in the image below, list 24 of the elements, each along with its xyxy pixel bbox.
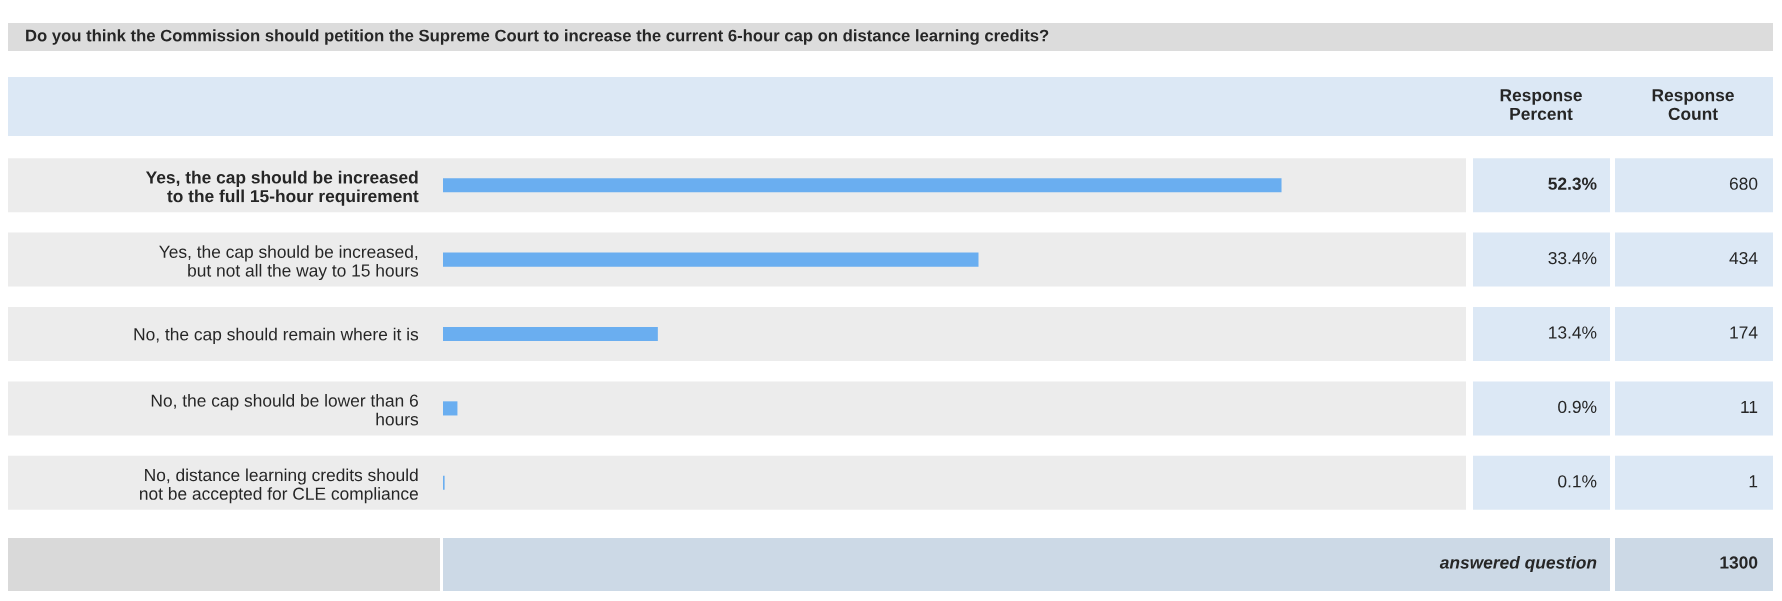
data-label: 13.4% — [1549, 326, 1597, 339]
y-tick-label: No, the cap should be lower than 6 hours — [151, 394, 419, 426]
bar — [443, 178, 1282, 193]
text: answered question — [1439, 555, 1597, 573]
data-label: 52.3% — [1548, 177, 1597, 190]
y-tick-label: No, distance learning credits should not be accepted for CLE compliance — [139, 468, 418, 504]
data-label: 33.4% — [1548, 251, 1597, 265]
y-tick-label: No, the cap should remain where it is — [134, 327, 419, 344]
text: 174 — [1730, 326, 1758, 339]
text: 1300 — [1720, 556, 1758, 569]
data-label: 0.9% — [1558, 400, 1597, 414]
text: Response Count — [1652, 89, 1734, 121]
bar — [443, 326, 658, 342]
text: 434 — [1729, 251, 1758, 265]
text: Response Percent — [1500, 89, 1582, 121]
data-label: 0.1% — [1558, 475, 1597, 488]
bar — [443, 401, 458, 416]
chart-title: Do you think the Commission should petition the Supreme Court to increase the current 6-hour cap on distance learning credits? — [26, 29, 1049, 45]
y-tick-label: Yes, the cap should be increased to the full 15-hour requirement — [145, 170, 419, 206]
text: 1 — [1749, 475, 1758, 488]
text: 11 — [1741, 400, 1758, 413]
bar — [443, 252, 979, 267]
text: 680 — [1729, 177, 1758, 190]
y-tick-label: Yes, the cap should be increased, but not all the way to 15 hours — [159, 245, 419, 281]
